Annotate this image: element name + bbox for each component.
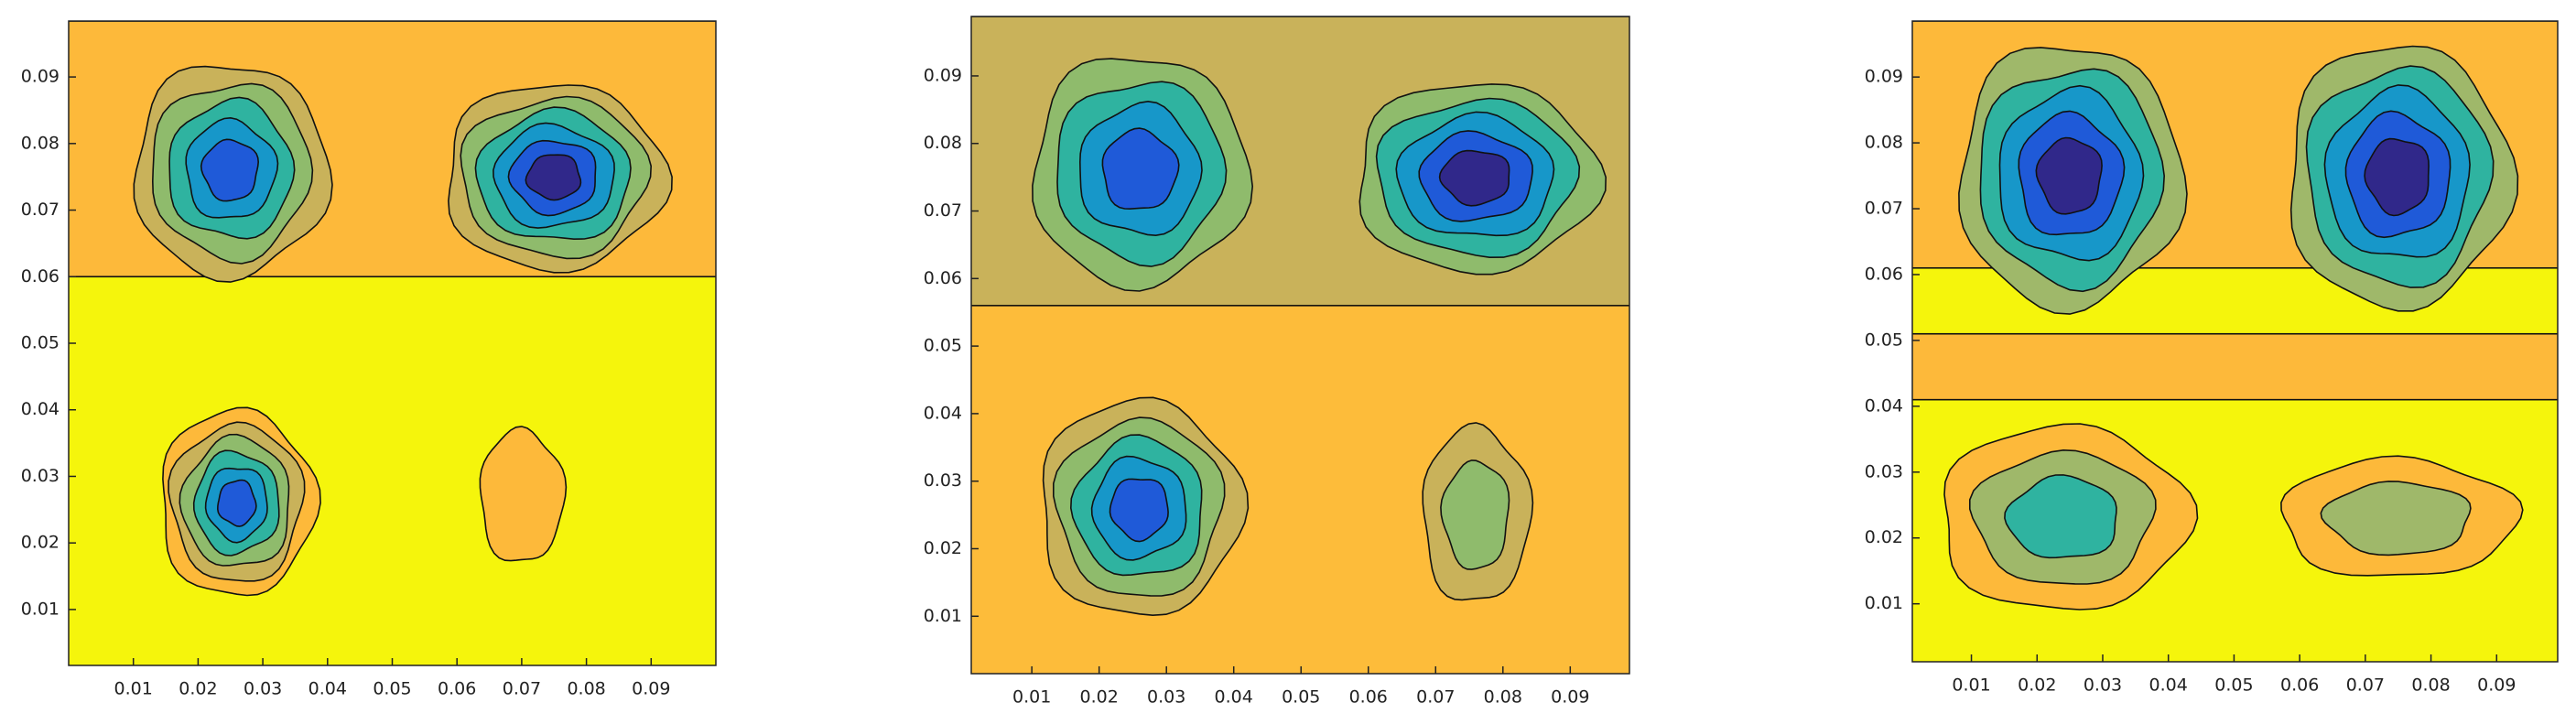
y-tick-label: 0.03 xyxy=(1865,461,1903,481)
contour-level xyxy=(1101,127,1180,211)
y-tick-label: 0.07 xyxy=(924,200,962,221)
y-tick-label: 0.08 xyxy=(1865,133,1903,153)
y-tick-label: 0.01 xyxy=(21,599,60,619)
y-tick-label: 0.09 xyxy=(1865,67,1903,87)
x-tick-label: 0.03 xyxy=(244,679,282,699)
x-tick-label: 0.05 xyxy=(1282,687,1320,708)
x-tick-label: 0.02 xyxy=(1080,687,1119,708)
y-tick-label: 0.06 xyxy=(21,266,60,286)
y-tick-label: 0.05 xyxy=(1865,330,1903,350)
y-tick-label: 0.06 xyxy=(1865,264,1903,284)
x-tick-label: 0.06 xyxy=(438,679,476,699)
y-tick-label: 0.01 xyxy=(924,606,962,626)
plot-area xyxy=(1912,21,2558,662)
y-tick-label: 0.03 xyxy=(21,466,60,486)
region xyxy=(1912,332,2558,401)
x-tick-label: 0.01 xyxy=(114,679,153,699)
contour-level xyxy=(2004,474,2117,559)
contour-level xyxy=(1440,459,1510,570)
y-tick-label: 0.01 xyxy=(1865,593,1903,613)
x-tick-label: 0.05 xyxy=(373,679,411,699)
x-tick-label: 0.04 xyxy=(1215,687,1253,708)
y-tick-label: 0.08 xyxy=(21,133,60,153)
x-tick-label: 0.07 xyxy=(2346,675,2385,696)
y-tick-label: 0.05 xyxy=(21,333,60,353)
x-tick-label: 0.06 xyxy=(2280,675,2319,696)
x-tick-label: 0.09 xyxy=(2477,675,2516,696)
y-tick-label: 0.04 xyxy=(1865,395,1903,416)
x-tick-label: 0.09 xyxy=(632,679,670,699)
x-tick-label: 0.05 xyxy=(2214,675,2253,696)
x-tick-label: 0.08 xyxy=(2411,675,2450,696)
y-tick-label: 0.07 xyxy=(21,200,60,220)
x-tick-label: 0.01 xyxy=(1952,675,1990,696)
x-tick-label: 0.04 xyxy=(308,679,347,699)
y-tick-label: 0.06 xyxy=(924,268,962,288)
x-tick-label: 0.03 xyxy=(2084,675,2122,696)
contour-level xyxy=(479,426,568,562)
plot-area xyxy=(971,16,1629,674)
x-tick-label: 0.08 xyxy=(1484,687,1522,708)
y-tick-label: 0.07 xyxy=(1865,199,1903,219)
contour-level xyxy=(2035,136,2103,215)
contour-level xyxy=(200,138,260,202)
x-tick-label: 0.03 xyxy=(1147,687,1185,708)
x-tick-label: 0.04 xyxy=(2149,675,2188,696)
x-tick-label: 0.02 xyxy=(179,679,217,699)
y-tick-label: 0.03 xyxy=(924,470,962,491)
contour-level xyxy=(525,154,582,201)
y-tick-label: 0.05 xyxy=(924,336,962,356)
x-tick-label: 0.07 xyxy=(503,679,541,699)
contour-level xyxy=(2364,137,2430,217)
x-tick-label: 0.09 xyxy=(1551,687,1589,708)
y-tick-label: 0.02 xyxy=(924,538,962,558)
x-tick-label: 0.02 xyxy=(2018,675,2056,696)
contour-level xyxy=(216,479,257,527)
axes-box xyxy=(1911,20,2559,663)
plot-area xyxy=(69,21,716,665)
y-tick-label: 0.09 xyxy=(924,65,962,85)
x-tick-label: 0.06 xyxy=(1349,687,1388,708)
y-tick-label: 0.08 xyxy=(924,133,962,153)
y-tick-label: 0.09 xyxy=(21,67,60,87)
y-tick-label: 0.04 xyxy=(924,403,962,423)
x-tick-label: 0.08 xyxy=(567,679,605,699)
x-tick-label: 0.07 xyxy=(1416,687,1455,708)
contour-level xyxy=(1109,478,1169,543)
y-tick-label: 0.02 xyxy=(21,533,60,553)
y-tick-label: 0.04 xyxy=(21,399,60,419)
y-tick-label: 0.02 xyxy=(1865,527,1903,547)
x-tick-label: 0.01 xyxy=(1012,687,1051,708)
contour-level xyxy=(1438,149,1510,207)
contour-level xyxy=(2320,481,2472,557)
